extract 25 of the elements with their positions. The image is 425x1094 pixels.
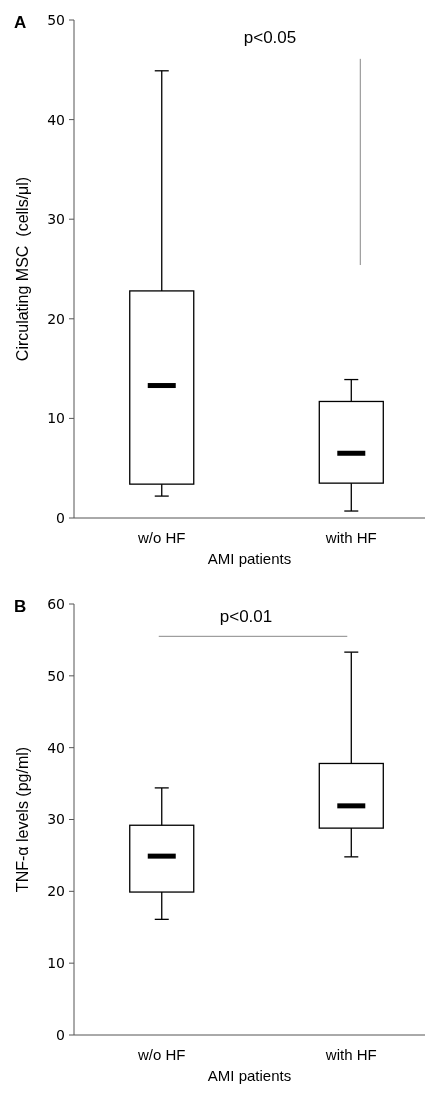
y-tick-label: 30	[47, 811, 65, 828]
annotation: p<0.05	[243, 28, 297, 47]
y-tick-label: 50	[47, 667, 65, 684]
chart-title: B	[14, 597, 27, 616]
x-tick-label: with HF	[324, 529, 377, 546]
y-tick-label: 60	[47, 595, 65, 612]
y-tick-label: 0	[56, 509, 65, 526]
x-axis-title: AMI patients	[207, 1067, 292, 1084]
y-tick-label: 20	[47, 883, 65, 900]
annotation: p<0.01	[219, 607, 273, 626]
y-tick-label: 20	[47, 310, 65, 327]
x-tick-label: with HF	[324, 1046, 377, 1063]
chart-title: A	[14, 13, 27, 32]
x-axis-title: AMI patients	[207, 550, 292, 567]
y-tick-label: 10	[47, 955, 65, 972]
y-tick-label: 10	[47, 410, 65, 427]
y-tick-label: 30	[47, 211, 65, 228]
y-tick-label: 40	[47, 739, 65, 756]
x-tick-label: w/o HF	[136, 529, 186, 546]
y-axis-title: TNF-α levels (pg/ml)	[14, 746, 31, 893]
y-tick-label: 40	[47, 111, 65, 128]
y-axis-title: Circulating MSC (cells/μl)	[14, 176, 31, 362]
y-tick-label: 50	[47, 11, 65, 28]
y-tick-label: 0	[56, 1026, 65, 1043]
x-tick-label: w/o HF	[136, 1046, 186, 1063]
